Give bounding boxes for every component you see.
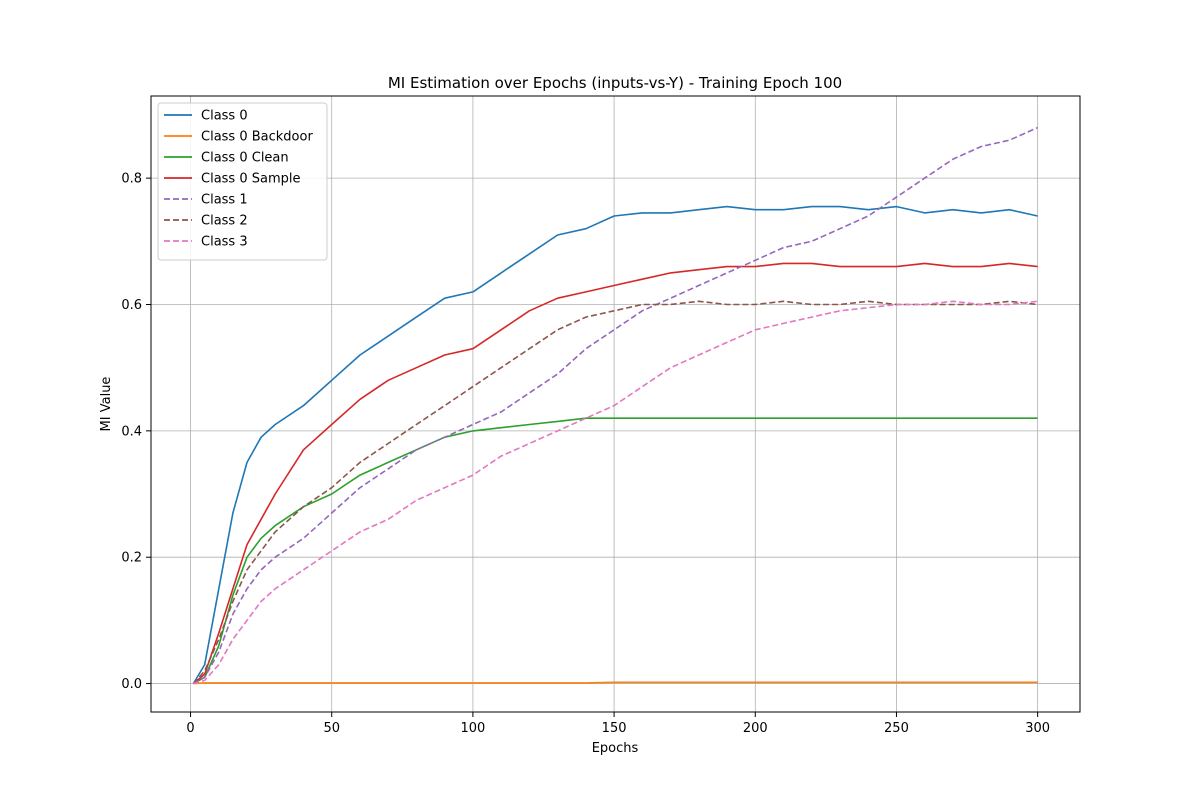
y-tick-label: 0.6: [121, 298, 142, 313]
x-tick-label: 150: [602, 721, 627, 736]
x-tick-label: 0: [186, 721, 194, 736]
y-tick-label: 0.0: [121, 677, 142, 692]
series-lines: [192, 126, 1038, 685]
legend-label: Class 3: [201, 235, 248, 250]
y-tick-label: 0.4: [121, 424, 142, 439]
legend-label: Class 0: [201, 109, 248, 124]
legend-box: [157, 102, 328, 261]
y-tick-label: 0.8: [121, 172, 142, 187]
series-line-class-0-clean: [193, 417, 1038, 685]
series-line-class-2: [192, 300, 1038, 685]
x-axis-ticks: 0 50 100 150 200 250 300: [186, 712, 1050, 736]
y-tick-label: 0.2: [121, 551, 142, 566]
series-line-class-0-sample: [192, 262, 1038, 685]
legend-label: Class 0 Backdoor: [201, 130, 313, 145]
x-tick-label: 50: [323, 721, 340, 736]
x-axis-label: Epochs: [592, 741, 639, 756]
x-tick-label: 300: [1025, 721, 1050, 736]
legend-label: Class 0 Clean: [201, 151, 289, 166]
series-line-class-1: [193, 126, 1038, 685]
y-axis-label: MI Value: [99, 377, 114, 432]
plot-frame: [150, 95, 1081, 713]
legend: Class 0 Class 0 Backdoor Class 0 Clean Clas…: [157, 102, 328, 261]
x-tick-label: 200: [743, 721, 768, 736]
series-line-class-0: [192, 205, 1038, 685]
legend-label: Class 1: [201, 193, 248, 208]
series-line-class-3: [193, 300, 1038, 685]
y-axis-ticks: 0.0 0.2 0.4 0.6 0.8: [121, 172, 151, 692]
legend-label: Class 2: [201, 214, 248, 229]
x-tick-label: 100: [460, 721, 485, 736]
legend-label: Class 0 Sample: [201, 172, 300, 187]
series-line-class-0-backdoor: [193, 681, 1038, 685]
x-tick-label: 250: [884, 721, 909, 736]
chart-title: MI Estimation over Epochs (inputs-vs-Y) …: [388, 74, 842, 92]
